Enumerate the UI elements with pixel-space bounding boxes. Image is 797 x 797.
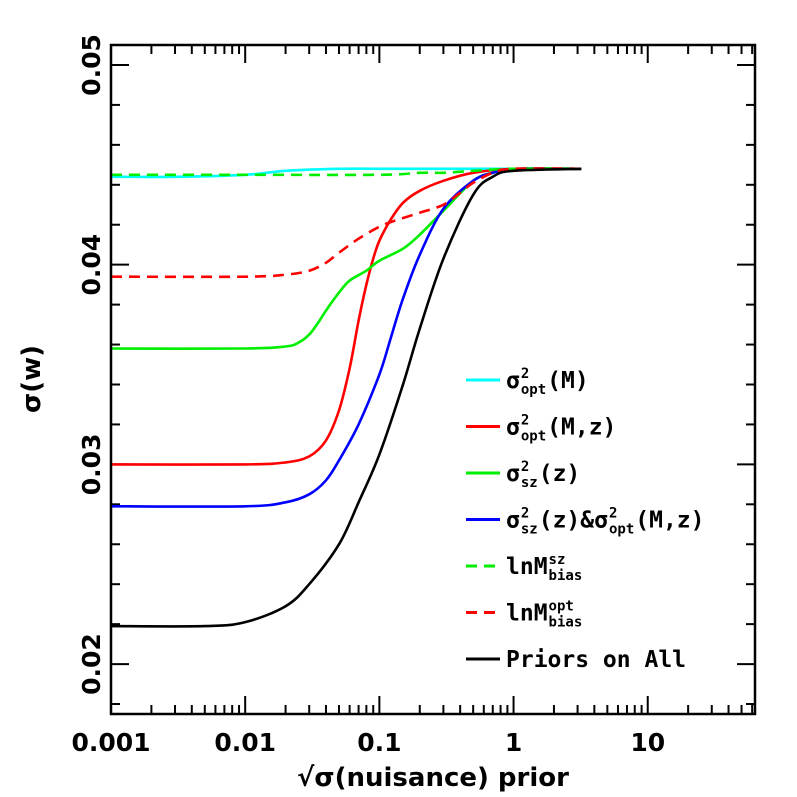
- legend-sub-3: opt: [609, 522, 634, 538]
- x-tick-label: 10: [630, 728, 665, 757]
- series-line-2: [110, 167, 582, 350]
- x-tick-label: 1: [505, 728, 522, 757]
- x-tick-label: 0.1: [357, 728, 401, 757]
- legend-label-3: (z)&σ: [539, 508, 608, 534]
- y-tick-label: 0.02: [77, 633, 106, 695]
- x-tick-label: 0.01: [214, 728, 276, 757]
- legend-sup-5: opt: [549, 599, 574, 615]
- series-lines: [110, 167, 582, 628]
- legend-sub-1: opt: [521, 429, 546, 445]
- legend-sup-4: sz: [549, 552, 566, 568]
- legend-sup-1: 2: [521, 413, 529, 429]
- legend-sub-0: opt: [521, 382, 546, 398]
- series-line-5: [110, 167, 582, 279]
- y-axis-label: σ(w): [17, 345, 47, 413]
- series-line-4: [111, 167, 582, 177]
- tick-marks: [110, 45, 755, 714]
- plot-frame: [109, 43, 757, 716]
- legend-sub-3: sz: [521, 522, 538, 538]
- series-line-3: [110, 167, 582, 508]
- legend-label-6: Priors on All: [506, 647, 686, 673]
- legend-label-3: (M,z): [635, 508, 704, 534]
- x-axis-label: √σ(nuisance) prior: [297, 763, 569, 793]
- y-tick-label: 0.05: [77, 34, 106, 96]
- legend-sub-4: bias: [549, 568, 583, 584]
- legend-sup-0: 2: [521, 366, 529, 382]
- legend-label-0: σ: [506, 368, 520, 394]
- legend-label-1: σ: [506, 415, 520, 441]
- y-tick-label: 0.04: [77, 234, 106, 296]
- legend-sup-3: 2: [609, 506, 617, 522]
- legend-label-5: lnM: [506, 601, 548, 627]
- legend-sup-2: 2: [521, 459, 529, 475]
- legend-sub-2: sz: [521, 475, 538, 491]
- legend-label-1: (M,z): [547, 415, 616, 441]
- x-tick-label: 0.001: [71, 728, 150, 757]
- y-tick-labels: 0.02 0.03 0.04 0.05: [77, 34, 106, 695]
- legend-sup-3: 2: [521, 506, 529, 522]
- legend-label-3: σ: [506, 508, 520, 534]
- series-line-1: [110, 167, 582, 466]
- y-tick-label: 0.03: [77, 434, 106, 496]
- legend-sub-5: bias: [549, 615, 583, 631]
- legend-label-2: σ: [506, 461, 520, 487]
- legend-label-2: (z): [539, 461, 581, 487]
- series-line-6: [110, 167, 582, 628]
- legend-label-0: (M): [547, 368, 589, 394]
- x-tick-labels: 0.001 0.01 0.1 1 10: [71, 728, 665, 757]
- legend-label-4: lnM: [506, 554, 548, 580]
